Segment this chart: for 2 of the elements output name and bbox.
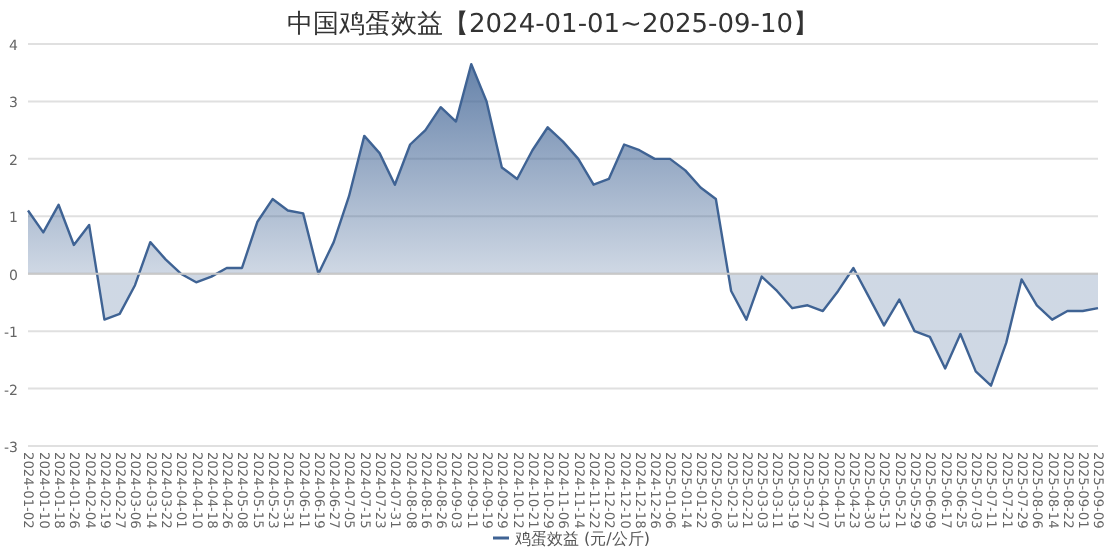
chart-title: 中国鸡蛋效益【2024-01-01~2025-09-10】 [287, 10, 819, 40]
legend-label: 鸡蛋效益 (元/公斤) [513, 530, 650, 548]
